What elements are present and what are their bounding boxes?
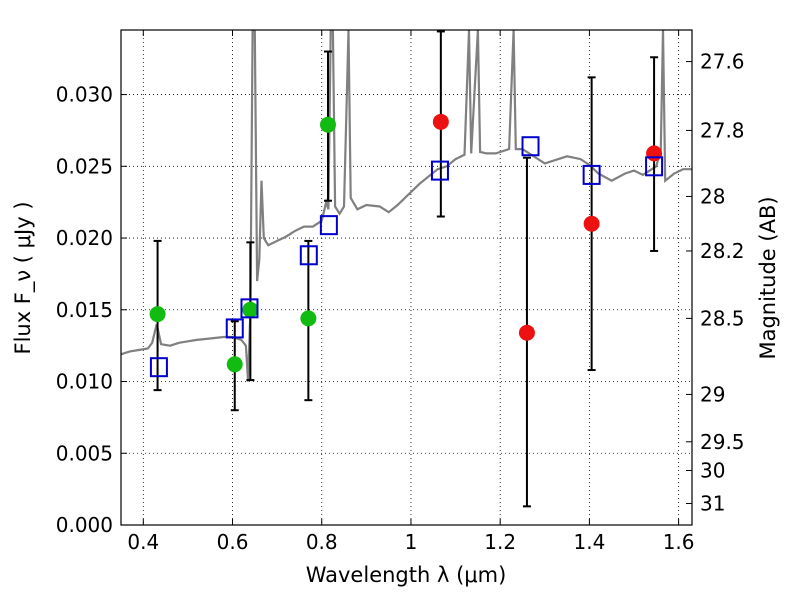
green-data-point [149, 306, 166, 323]
y-tick-label: 0.005 [56, 441, 113, 465]
model-box [582, 164, 601, 185]
y-tick-label: 0.015 [56, 298, 113, 322]
y-tick-label: 0.025 [56, 154, 113, 178]
x-axis-ticks: 0.4 0.6 0.8 1 1.2 1.4 1.6 [127, 30, 695, 554]
x-tick-label: 1.4 [573, 530, 605, 554]
spectrum-line [121, 30, 692, 382]
y2-tick-label: 30 [700, 458, 725, 482]
y-tick-label: 0.010 [56, 370, 113, 394]
green-data-point [300, 310, 317, 327]
red-data-point [518, 324, 535, 341]
y-axis-title: Flux F_ν ( μJy ) [11, 201, 36, 354]
model-box [149, 357, 168, 378]
y-tick-label: 0.020 [56, 226, 113, 250]
y2-axis-ticks: 27.6 27.8 28 28.2 28.5 29 29.5 30 31 [686, 50, 745, 515]
y2-axis-title: Magnitude (AB) [756, 196, 780, 359]
plot-frame [120, 29, 693, 526]
y-axis-ticks: 0.000 0.005 0.010 0.015 0.020 0.025 0.030 [56, 83, 127, 537]
x-tick-label: 1.6 [663, 530, 695, 554]
y-tick-label: 0.030 [56, 83, 113, 107]
y2-tick-label: 31 [700, 491, 725, 515]
green-data-point [242, 301, 259, 318]
y2-tick-label: 28.2 [700, 239, 745, 263]
y2-tick-label: 28.5 [700, 306, 745, 330]
y2-tick-label: 29.5 [700, 430, 745, 454]
data-points [149, 113, 663, 373]
model-box [240, 298, 259, 319]
model-box [319, 215, 338, 236]
green-data-point [319, 116, 336, 133]
spectrum-series [121, 30, 692, 382]
y2-tick-label: 28 [700, 184, 725, 208]
red-data-point [646, 145, 663, 162]
model-box [645, 156, 664, 177]
x-tick-label: 0.4 [127, 530, 159, 554]
x-tick-label: 1.2 [484, 530, 516, 554]
model-box [430, 160, 449, 181]
model-boxes [149, 136, 664, 378]
model-box [299, 245, 318, 266]
x-tick-label: 1 [405, 530, 418, 554]
error-bars [153, 30, 659, 508]
x-tick-label: 0.8 [306, 530, 338, 554]
green-data-point [226, 356, 243, 373]
x-axis-title: Wavelength λ (μm) [306, 563, 507, 587]
y2-tick-label: 29 [700, 382, 725, 406]
model-box [225, 318, 244, 339]
x-tick-label: 0.6 [217, 530, 249, 554]
model-box [521, 136, 540, 157]
red-data-point [583, 215, 600, 232]
y-tick-label: 0.000 [56, 513, 113, 537]
y2-tick-label: 27.8 [700, 118, 745, 142]
red-data-point [432, 113, 449, 130]
y2-tick-label: 27.6 [700, 50, 745, 74]
grid [121, 30, 692, 526]
